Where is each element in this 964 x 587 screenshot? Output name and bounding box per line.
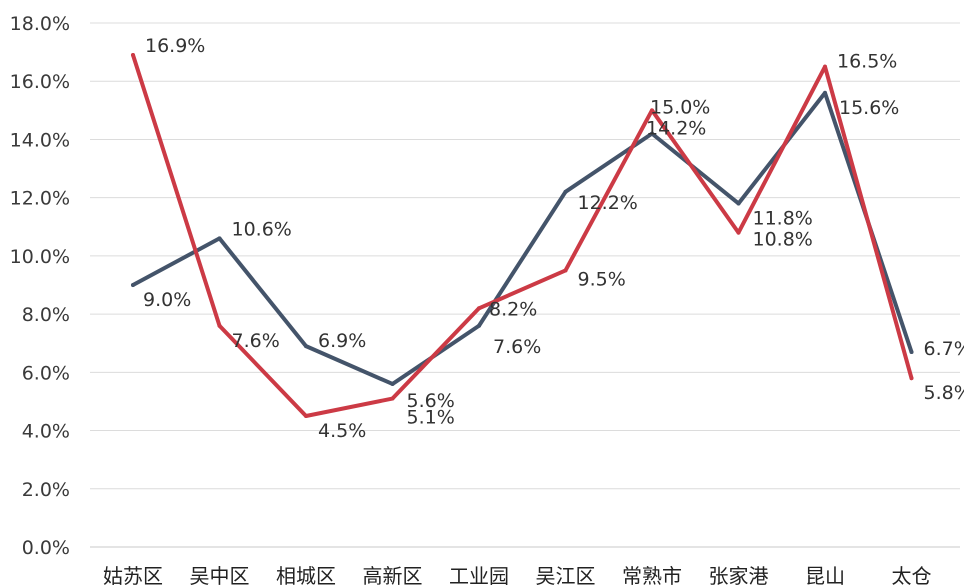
data-label: 6.7% (924, 338, 964, 360)
data-point (217, 236, 222, 241)
data-point (736, 201, 741, 206)
data-point (823, 90, 827, 95)
y-tick-label: 6.0% (22, 362, 70, 384)
y-tick-label: 8.0% (22, 304, 70, 326)
data-labels: 9.0% 10.6% 6.9% 5.6% 7.6% 12.2% 14.2% 11.8% 15.6… (143, 35, 964, 442)
x-tick-label: 姑苏区 (103, 564, 163, 587)
data-point (650, 108, 654, 113)
x-tick-label: 吴江区 (536, 564, 596, 587)
data-label: 9.0% (143, 289, 191, 311)
data-label: 5.8% (924, 382, 964, 404)
data-label: 5.6% (407, 390, 455, 412)
data-label: 16.9% (145, 35, 205, 57)
series-line-red (131, 53, 914, 418)
data-label: 7.6% (232, 330, 280, 352)
x-tick-label: 常熟市 (622, 564, 682, 587)
x-tick-label: 张家港 (709, 564, 769, 587)
y-axis-tick-labels: 0.0% 2.0% 4.0% 6.0% 8.0% 10.0% 12.0% 14.0% 16.0%… (10, 13, 70, 559)
data-point (304, 344, 308, 349)
y-tick-label: 4.0% (22, 421, 70, 443)
y-tick-label: 16.0% (10, 71, 70, 93)
data-point (477, 306, 481, 311)
data-label: 5.1% (407, 407, 455, 429)
data-label: 4.5% (318, 420, 366, 442)
data-label: 15.0% (650, 96, 710, 118)
data-point (736, 230, 741, 235)
data-point (304, 414, 308, 418)
y-tick-label: 10.0% (10, 246, 70, 268)
data-point (390, 381, 395, 386)
data-point (563, 268, 568, 273)
y-tick-label: 2.0% (22, 479, 70, 501)
x-tick-label: 昆山 (805, 564, 845, 587)
data-point (477, 323, 481, 328)
data-label: 16.5% (837, 51, 897, 73)
y-tick-label: 18.0% (10, 13, 70, 35)
data-label: 10.6% (232, 218, 292, 240)
x-tick-label: 相城区 (276, 564, 336, 587)
data-label: 14.2% (646, 118, 706, 140)
data-point (131, 53, 135, 58)
data-label: 11.8% (753, 207, 813, 229)
series-lines (131, 53, 914, 418)
data-point (217, 323, 222, 328)
data-label: 6.9% (318, 330, 366, 352)
data-point (390, 396, 395, 401)
data-point (823, 64, 827, 69)
data-point (909, 376, 914, 381)
data-label: 12.2% (578, 192, 638, 214)
data-label: 10.8% (753, 229, 813, 251)
y-tick-label: 14.0% (10, 129, 70, 151)
data-point (909, 349, 914, 354)
x-tick-label: 太仓 (892, 564, 932, 587)
x-tick-label: 工业园 (449, 564, 509, 587)
data-point (131, 283, 135, 287)
data-label: 8.2% (489, 298, 537, 320)
y-tick-label: 12.0% (10, 188, 70, 210)
data-label: 7.6% (493, 336, 541, 358)
data-point (563, 189, 568, 194)
data-point (650, 131, 654, 136)
x-axis-category-labels: 姑苏区 吴中区 相城区 高新区 工业园 吴江区 常熟市 张家港 昆山 太仓 (103, 564, 932, 587)
x-tick-label: 吴中区 (190, 564, 250, 587)
data-label: 15.6% (839, 97, 899, 119)
x-tick-label: 高新区 (363, 564, 423, 587)
y-tick-label: 0.0% (22, 537, 70, 559)
data-label: 9.5% (578, 268, 626, 290)
